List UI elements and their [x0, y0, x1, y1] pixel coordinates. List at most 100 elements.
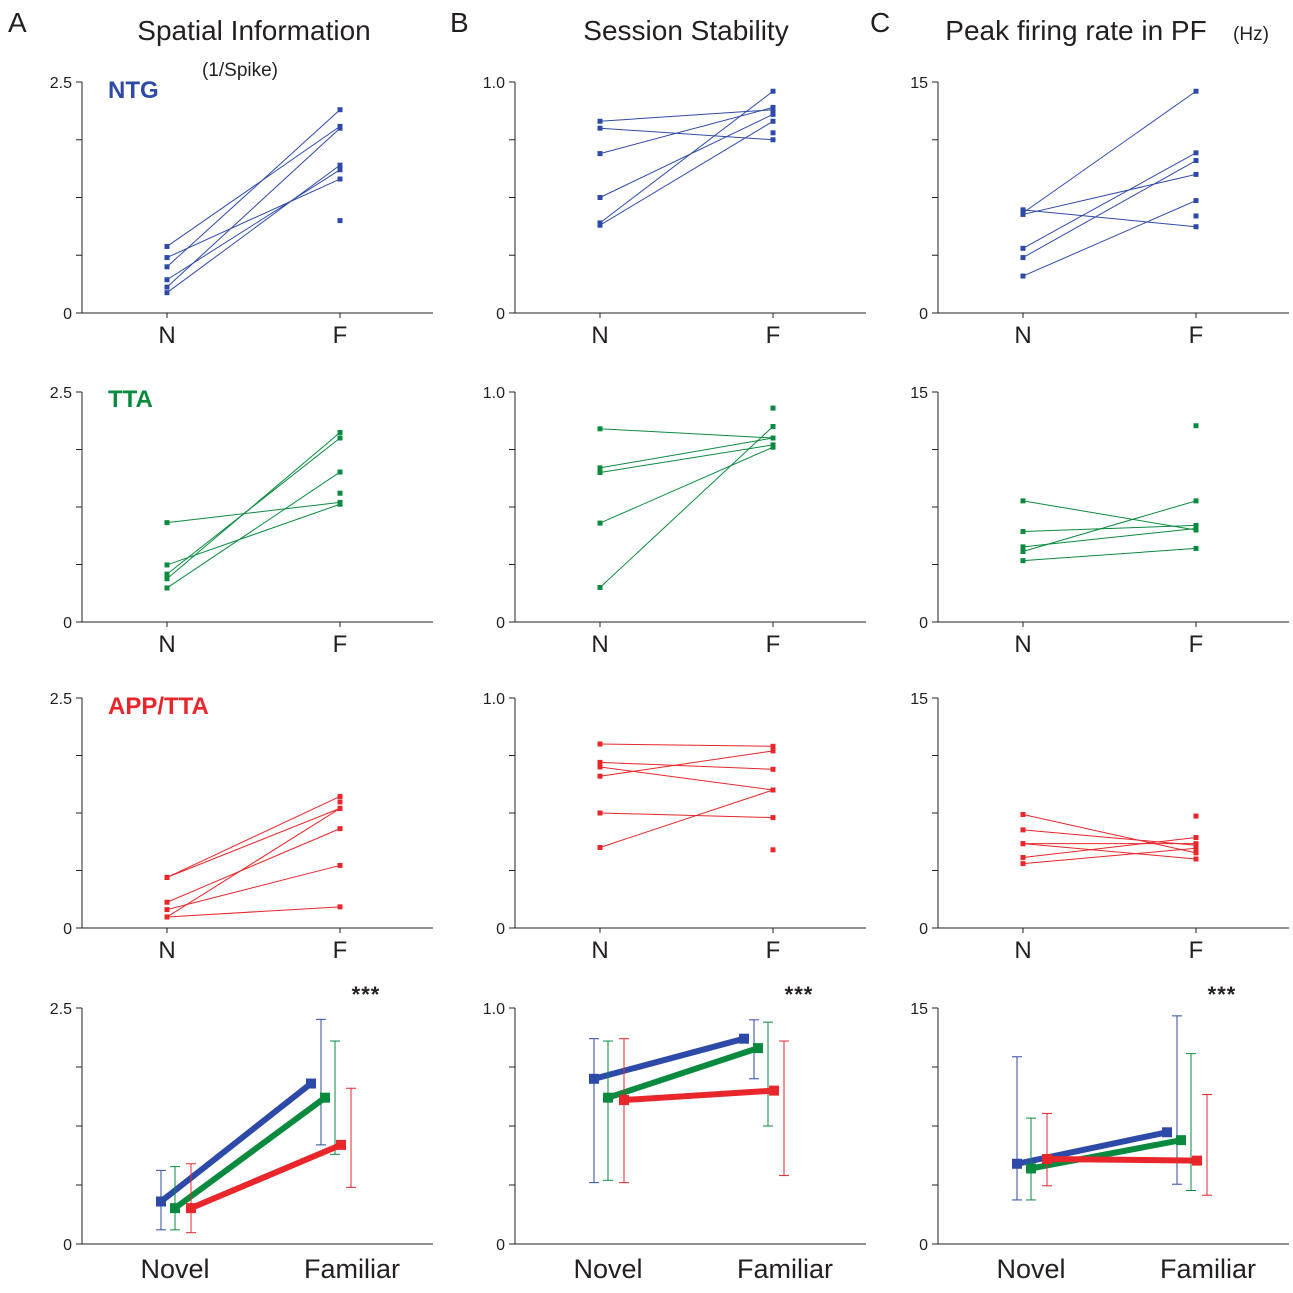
x-tick-label: F — [766, 322, 781, 349]
data-point — [164, 264, 170, 270]
data-point — [1193, 224, 1199, 230]
data-point — [597, 845, 603, 850]
mean-point — [170, 1203, 180, 1214]
data-point — [597, 151, 603, 157]
subplot-A-app-tta: 0 2.5 N F APP/TTA — [50, 691, 433, 964]
data-point — [597, 118, 603, 124]
pair-line — [166, 471, 341, 589]
x-tick-label: N — [1014, 937, 1031, 964]
y-tick-label: 0 — [496, 306, 505, 323]
data-point — [337, 793, 343, 799]
data-point — [597, 810, 603, 816]
subplot-C-tta: 0 15 N F — [910, 385, 1289, 658]
pair-line — [166, 125, 341, 247]
subplot-B-summary: 0 1.0 Novel Familiar *** — [483, 982, 866, 1284]
y-tick-label: 1.0 — [483, 1001, 505, 1018]
data-point — [1020, 273, 1026, 279]
data-point — [337, 123, 343, 129]
data-point — [597, 470, 603, 475]
pair-line — [599, 109, 774, 122]
pair-line — [166, 501, 341, 524]
y-tick-label: 0 — [63, 1237, 72, 1254]
data-point — [164, 284, 170, 290]
significance-marker: *** — [352, 982, 381, 1007]
column-subtitle-c: (Hz) — [1233, 24, 1269, 45]
data-point — [164, 571, 170, 577]
y-tick-label: 0 — [919, 1237, 928, 1254]
pair-line — [599, 90, 774, 224]
x-tick-label: Novel — [996, 1254, 1065, 1284]
mean-point — [1042, 1154, 1052, 1165]
pair-line — [599, 106, 774, 155]
pair-line — [599, 127, 774, 141]
panel-letter-c: C — [870, 7, 890, 38]
mean-point — [739, 1033, 749, 1044]
y-tick-label: 1.0 — [483, 385, 505, 402]
data-point — [770, 787, 776, 793]
data-point — [337, 167, 343, 173]
data-point — [1020, 558, 1026, 564]
x-tick-label: N — [1014, 631, 1031, 658]
y-tick-label: 0 — [919, 921, 928, 938]
mean-point — [1026, 1163, 1036, 1174]
pair-line — [166, 169, 341, 281]
series-ntg — [156, 1018, 326, 1231]
data-point — [770, 748, 776, 754]
data-point — [1020, 548, 1026, 554]
data-point — [1193, 850, 1199, 856]
x-tick-label: F — [1189, 631, 1204, 658]
data-point — [164, 874, 170, 880]
pair-line — [166, 178, 341, 259]
x-tick-label: Familiar — [304, 1254, 400, 1284]
data-point — [770, 88, 776, 94]
mean-point — [753, 1043, 763, 1054]
data-point — [597, 759, 603, 765]
x-tick-label: Novel — [573, 1254, 642, 1284]
pair-line — [166, 828, 341, 903]
data-point — [337, 499, 343, 505]
mean-point — [306, 1078, 316, 1089]
pair-line — [1022, 209, 1197, 228]
data-point — [1020, 245, 1026, 251]
pair-line — [166, 807, 341, 918]
y-tick-label: 2.5 — [50, 385, 72, 402]
x-tick-label: F — [333, 937, 348, 964]
data-point — [337, 107, 343, 113]
data-point — [1193, 498, 1199, 504]
data-point — [1193, 527, 1199, 533]
mean-point — [186, 1203, 196, 1214]
subplot-B-tta: 0 1.0 N F — [483, 385, 866, 658]
pair-line — [1022, 160, 1197, 258]
mean-line — [1046, 1156, 1198, 1164]
data-point — [164, 290, 170, 296]
pair-line — [599, 426, 774, 588]
y-tick-label: 0 — [496, 615, 505, 632]
x-tick-label: N — [591, 937, 608, 964]
series-ntg — [589, 1019, 759, 1184]
x-tick-label: N — [158, 937, 175, 964]
series-tta — [1026, 1053, 1196, 1201]
pair-line — [166, 795, 341, 878]
pair-line — [1022, 90, 1197, 214]
y-tick-label: 15 — [910, 691, 928, 708]
data-point — [770, 815, 776, 821]
data-point — [770, 743, 776, 749]
x-tick-label: F — [1189, 937, 1204, 964]
pair-line — [1022, 843, 1197, 860]
data-point — [1193, 423, 1199, 429]
data-point — [1193, 845, 1199, 851]
x-tick-label: N — [591, 322, 608, 349]
pair-line — [1022, 500, 1197, 531]
column-subtitle-a: (1/Spike) — [202, 60, 278, 81]
data-point — [1020, 498, 1026, 504]
column-title-a: Spatial Information — [137, 15, 370, 46]
pair-line — [166, 127, 341, 288]
pair-line — [1022, 547, 1197, 562]
y-tick-label: 2.5 — [50, 75, 72, 92]
mean-point — [603, 1092, 613, 1103]
data-point — [1193, 813, 1199, 819]
data-point — [770, 130, 776, 136]
column-title-b: Session Stability — [583, 15, 788, 46]
series-tta — [170, 1040, 340, 1231]
pair-line — [599, 444, 774, 473]
